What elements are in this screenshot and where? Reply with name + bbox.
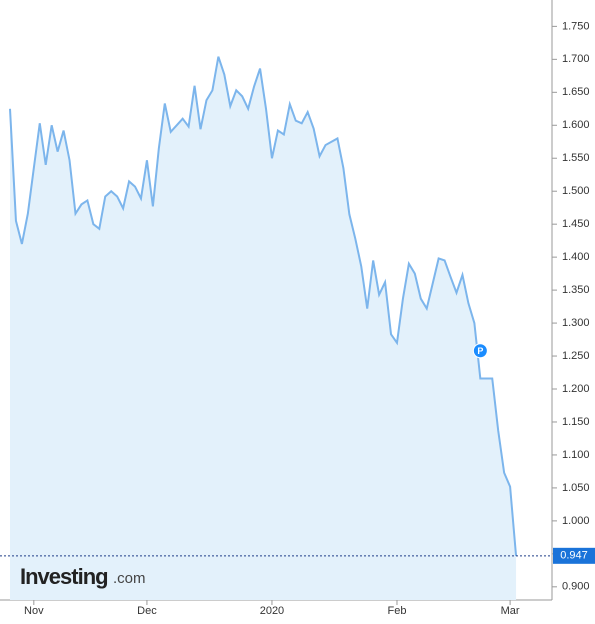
area (10, 56, 517, 600)
y-tick-label: 0.900 (562, 581, 590, 593)
x-tick-label: Dec (137, 605, 157, 617)
line (9, 56, 518, 556)
x-tick-label: 2020 (260, 605, 284, 617)
y-tick-label: 1.100 (562, 449, 590, 461)
y-tick-label: 1.150 (562, 416, 590, 428)
y-tick-label: 1.350 (562, 284, 590, 296)
last-value-label: 0.947 (560, 550, 588, 562)
y-tick-label: 1.200 (562, 383, 590, 395)
watermark-domain: .com (113, 570, 146, 587)
y-tick-label: 1.600 (562, 119, 590, 131)
y-tick-label: 1.450 (562, 218, 590, 230)
y-tick-label: 1.050 (562, 482, 590, 494)
y-tick-label: 1.000 (562, 515, 590, 527)
y-tick-label: 1.500 (562, 185, 590, 197)
y-tick-label: 1.250 (562, 350, 590, 362)
x-tick-label: Nov (24, 605, 44, 617)
y-tick-label: 1.650 (562, 86, 590, 98)
watermark-brand: Investing (20, 564, 108, 589)
y-tick-label: 1.750 (562, 20, 590, 32)
x-tick-label: Mar (501, 605, 520, 617)
y-tick-label: 1.700 (562, 53, 590, 65)
plot (9, 56, 518, 600)
y-tick-label: 1.550 (562, 152, 590, 164)
y-tick-label: 1.300 (562, 317, 590, 329)
y-tick-label: 1.400 (562, 251, 590, 263)
x-tick-label: Feb (387, 605, 406, 617)
marker-label: P (477, 346, 483, 356)
last-value-box (553, 547, 595, 564)
marker-dot (472, 343, 488, 359)
